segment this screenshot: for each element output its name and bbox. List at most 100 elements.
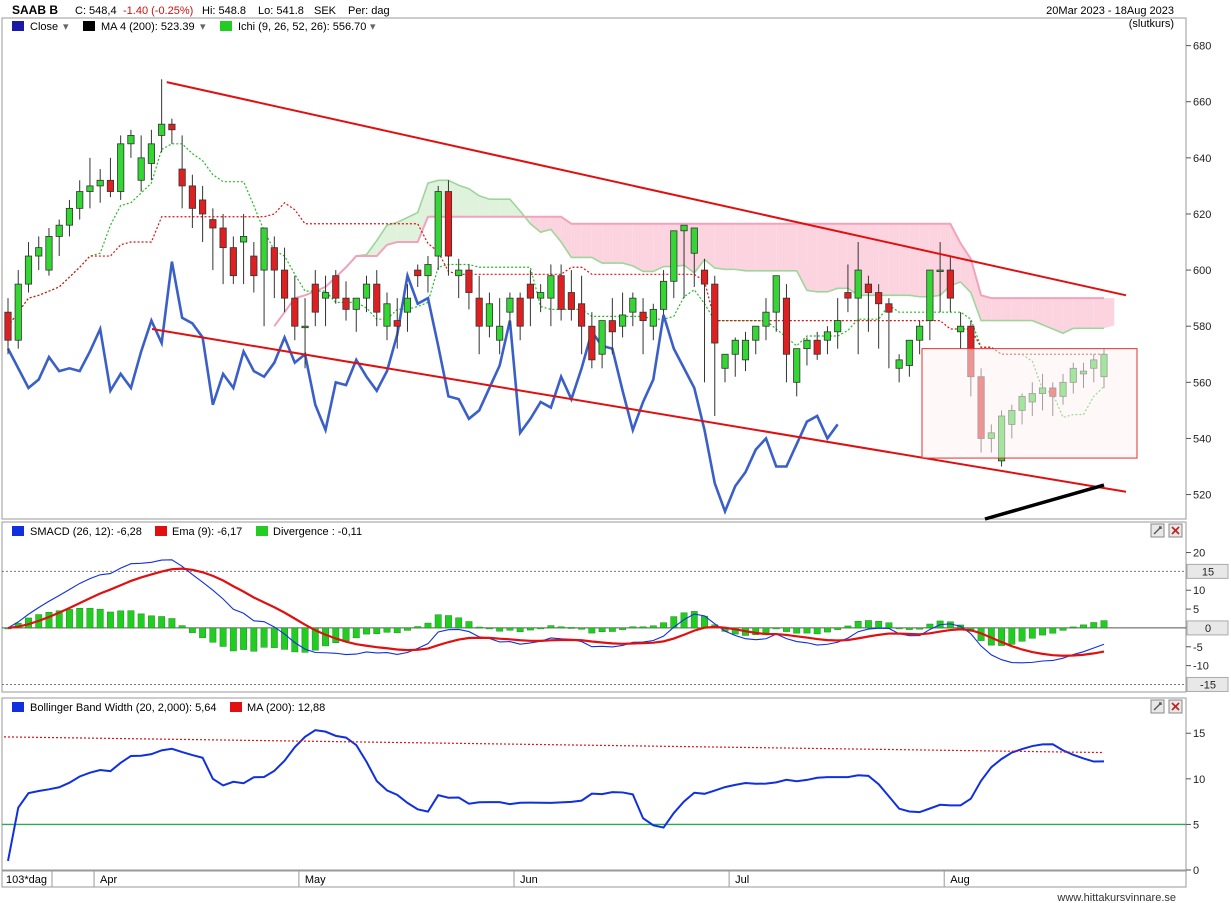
x-axis: 103*dag Apr May Jun Jul Aug [1, 870, 1187, 888]
divergence-bar [875, 621, 883, 629]
candle-body [567, 292, 575, 310]
divergence-bar [270, 627, 278, 648]
candle-body [537, 292, 545, 299]
candle-body [434, 191, 442, 257]
candle-body [291, 297, 299, 327]
legend-ema-label: Ema (9): -6,17 [172, 526, 242, 538]
divergence-bar [188, 627, 196, 633]
candle-body [711, 283, 719, 344]
candle-body [516, 297, 524, 327]
ichimoku-cloud-segment [489, 199, 500, 217]
divergence-bar [608, 627, 616, 632]
ichimoku-cloud-segment [806, 223, 818, 292]
ichimoku-cloud-segment [765, 223, 777, 271]
ichimoku-cloud-segment [550, 216, 562, 243]
ticker-label: SAAB B [12, 3, 58, 17]
divergence-bar [107, 611, 114, 629]
divergence-bar [1090, 622, 1098, 629]
candle-body [803, 339, 811, 350]
ichimoku-cloud-segment [417, 183, 428, 243]
divergence-bar [393, 627, 401, 634]
legend-dropdown-icon[interactable]: ▾ [200, 21, 206, 33]
ichimoku-cloud-segment [735, 223, 746, 271]
candle-body [823, 331, 832, 341]
divergence-bar [117, 610, 125, 629]
legend-close-swatch [12, 21, 24, 31]
candle-body [362, 283, 371, 299]
divergence-bar [803, 627, 811, 634]
macd-y-tick-label: -10 [1193, 661, 1209, 673]
divergence-bar [209, 627, 217, 643]
price-y-tick-label: 560 [1193, 377, 1211, 389]
ichimoku-cloud-segment [499, 199, 510, 217]
ichimoku-cloud-segment [1022, 298, 1033, 321]
ichimoku-cloud-segment [561, 216, 572, 258]
candle-body [752, 325, 760, 341]
ichimoku-cloud-segment [1001, 298, 1012, 321]
candle-body [598, 320, 606, 355]
divergence-bar [783, 627, 790, 632]
ichimoku-cloud-segment [643, 223, 654, 272]
divergence-bar [660, 622, 667, 629]
macd-y-tick-label: 20 [1193, 548, 1205, 560]
ichimoku-cloud-segment [878, 223, 889, 296]
ichimoku-cloud-segment [612, 223, 623, 264]
divergence-bar [905, 627, 913, 630]
candle-body [496, 325, 504, 341]
divergence-bar [547, 625, 555, 629]
divergence-bar [414, 626, 422, 629]
legend-bbma-swatch [230, 702, 242, 712]
currency-label: SEK [314, 5, 337, 17]
candle-body [526, 283, 534, 299]
ichimoku-cloud-segment [622, 223, 633, 266]
ichimoku-cloud-segment [653, 223, 664, 272]
candle-body [700, 269, 709, 285]
price-y-tick-label: 660 [1193, 97, 1211, 109]
candle-body [403, 297, 412, 313]
divergence-bar [844, 625, 852, 629]
change-value: -1.40 (-0.25%) [123, 5, 193, 17]
candle-body [352, 297, 360, 310]
legend-dropdown-icon[interactable]: ▾ [63, 21, 69, 33]
wrench-icon-glyph [1153, 702, 1162, 711]
candle-body [168, 123, 176, 131]
ichimoku-cloud-segment [591, 223, 603, 264]
candle-body [55, 224, 63, 237]
ichimoku-cloud-segment [1063, 298, 1074, 334]
bb-panel-buttons[interactable] [1150, 699, 1183, 714]
candle-body [45, 236, 53, 271]
candle-body [813, 339, 821, 355]
divergence-bar [383, 627, 391, 633]
divergence-bar [824, 627, 831, 633]
bb-panel-frame [1, 697, 1187, 871]
candle-body [885, 303, 893, 313]
candle-body [455, 269, 463, 277]
candle-body [199, 199, 207, 215]
divergence-bar [1008, 627, 1016, 645]
candle-body [578, 303, 586, 327]
macd-level-label: -15 [1200, 679, 1216, 691]
candle-body [96, 179, 104, 187]
candle-body [137, 157, 145, 181]
candle-body [76, 191, 84, 209]
axes: 520 540 560 580 600 620 640 660 680 -10 -5 5 10 20 15 0… [1186, 41, 1229, 877]
candle-body [741, 339, 750, 361]
divergence-bar [322, 627, 329, 647]
ichimoku-cloud-segment [991, 298, 1002, 321]
ichimoku-cloud-segment [981, 295, 992, 321]
legend-smacd-label: SMACD (26, 12): -6,28 [30, 526, 142, 538]
divergence-bar [475, 626, 483, 629]
ichimoku-cloud-segment [725, 223, 736, 270]
candle-body [229, 247, 237, 277]
candle-body [793, 348, 801, 383]
legend-main[interactable]: Close ▾ MA 4 (200): 523.39 ▾ Ichi (9, 26… [12, 21, 376, 33]
macd-panel-buttons[interactable] [1150, 523, 1183, 538]
ma200-line [984, 483, 1105, 521]
ichimoku-cloud-segment [899, 223, 910, 296]
candle-body [629, 297, 637, 313]
divergence-bar [434, 614, 442, 629]
divergence-bar [465, 621, 473, 629]
legend-dropdown-icon[interactable]: ▾ [370, 21, 376, 33]
divergence-bar [649, 625, 657, 629]
candle-body [301, 325, 309, 329]
